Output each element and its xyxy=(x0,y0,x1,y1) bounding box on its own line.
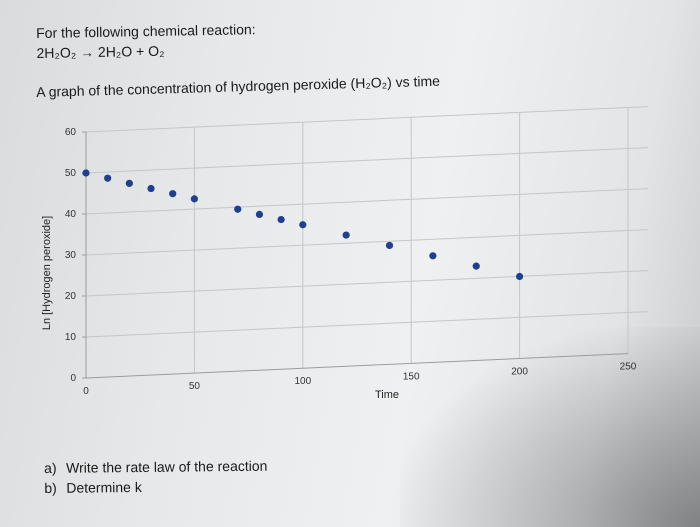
data-point xyxy=(169,190,177,198)
data-point xyxy=(147,184,155,193)
data-point xyxy=(125,179,133,187)
y-tick-label: 60 xyxy=(65,127,77,138)
grid-lines xyxy=(85,106,649,374)
y-tick-label: 40 xyxy=(65,209,77,220)
data-point xyxy=(82,169,90,177)
x-axis-line xyxy=(85,353,629,379)
axes xyxy=(82,131,629,379)
question-a-number: a) xyxy=(44,459,57,476)
y-axis-title: Ln [Hydrogen peroxide] xyxy=(41,216,53,330)
data-point xyxy=(516,272,524,281)
y-gridline xyxy=(85,147,649,174)
y-gridline xyxy=(85,106,649,133)
data-points xyxy=(82,169,524,281)
question-a-text: Write the rate law of the reaction xyxy=(66,457,268,476)
y-tick-label: 20 xyxy=(65,291,77,302)
data-point xyxy=(190,195,198,203)
x-tick-label: 0 xyxy=(83,386,89,397)
data-point xyxy=(234,205,242,213)
x-tick-label: 100 xyxy=(294,376,311,387)
x-tick-label: 150 xyxy=(403,371,420,382)
x-tick-label: 200 xyxy=(511,366,528,377)
data-point xyxy=(277,215,285,224)
y-gridline xyxy=(85,270,649,297)
data-point xyxy=(385,241,394,250)
questions: a) Write the rate law of the reaction b) D… xyxy=(44,456,268,498)
y-gridline xyxy=(85,311,649,338)
y-tick-label: 50 xyxy=(65,168,77,179)
data-point xyxy=(429,252,437,260)
x-tick-label: 50 xyxy=(189,381,201,392)
data-point xyxy=(299,221,307,229)
y-tick-label: 0 xyxy=(70,373,76,384)
data-point xyxy=(342,231,350,239)
question-b-number: b) xyxy=(44,479,57,496)
y-gridline xyxy=(85,188,649,215)
y-gridline xyxy=(85,229,649,256)
data-point xyxy=(472,262,480,270)
question-b: b) Determine k xyxy=(44,476,267,498)
y-tick-label: 10 xyxy=(65,332,77,343)
data-point xyxy=(255,210,264,218)
x-axis-title: Time xyxy=(375,389,399,401)
y-tick-label: 30 xyxy=(65,250,77,261)
x-tick-label: 250 xyxy=(620,362,637,373)
question-b-text: Determine k xyxy=(66,478,142,496)
tick-labels: 0 10 20 30 40 50 60 0 50 100 150 200 250 xyxy=(65,127,637,397)
data-point xyxy=(104,174,112,182)
question-a: a) Write the rate law of the reaction xyxy=(44,456,267,478)
